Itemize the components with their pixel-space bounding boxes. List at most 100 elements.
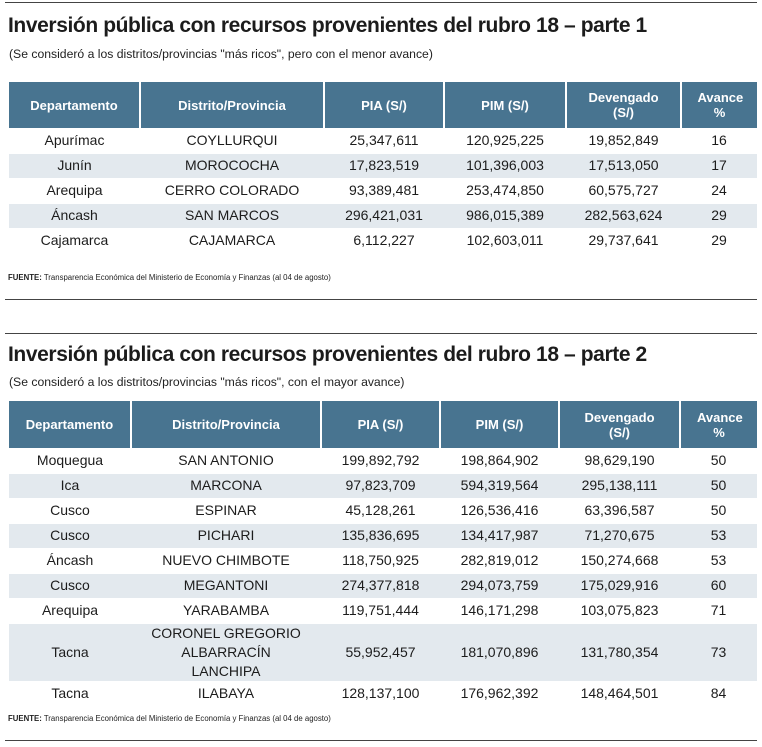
cell-avance: 17 <box>681 153 757 179</box>
cell-departamento: Tacna <box>9 623 131 682</box>
cell-distrito: CORONEL GREGORIO ALBARRACÍN LANCHIPA <box>131 623 321 682</box>
cell-departamento: Ica <box>9 473 131 499</box>
table-row: Áncash SAN MARCOS 296,421,031 986,015,38… <box>9 203 757 229</box>
cell-pia: 199,892,792 <box>321 448 440 474</box>
cell-pia: 97,823,709 <box>321 473 440 499</box>
cell-distrito: NUEVO CHIMBOTE <box>131 548 321 574</box>
cell-devengado: 131,780,354 <box>559 623 680 682</box>
cell-pim: 198,864,902 <box>440 448 559 474</box>
source-text: Transparencia Económica del Ministerio d… <box>43 714 331 723</box>
top-divider <box>5 333 757 334</box>
table-row: Cusco PICHARI 135,836,695 134,417,987 71… <box>9 523 757 549</box>
cell-pim: 282,819,012 <box>440 548 559 574</box>
source-note: FUENTE: Transparencia Económica del Mini… <box>8 273 331 282</box>
cell-departamento: Cusco <box>9 498 131 524</box>
source-label: FUENTE: <box>8 714 42 723</box>
cell-pim: 120,925,225 <box>444 128 566 154</box>
cell-devengado: 148,464,501 <box>559 681 680 707</box>
cell-devengado: 150,274,668 <box>559 548 680 574</box>
cell-distrito: YARABAMBA <box>131 598 321 624</box>
table-row: Tacna CORONEL GREGORIO ALBARRACÍN LANCHI… <box>9 623 757 682</box>
avance-label: Avance % <box>697 409 743 440</box>
table-row: Arequipa CERRO COLORADO 93,389,481 253,4… <box>9 178 757 204</box>
cell-distrito: MARCONA <box>131 473 321 499</box>
table-row: Apurímac COYLLURQUI 25,347,611 120,925,2… <box>9 128 757 154</box>
cell-avance: 60 <box>680 573 757 599</box>
cell-departamento: Tacna <box>9 681 131 707</box>
source-text: Transparencia Económica del Ministerio d… <box>43 273 331 282</box>
cell-devengado: 17,513,050 <box>566 153 681 179</box>
table-row: Cajamarca CAJAMARCA 6,112,227 102,603,01… <box>9 228 757 254</box>
table-row: Moquegua SAN ANTONIO 199,892,792 198,864… <box>9 448 757 474</box>
column-header-devengado: Devengado (S/) <box>565 82 681 128</box>
table-row: Áncash NUEVO CHIMBOTE 118,750,925 282,81… <box>9 548 757 574</box>
column-header-distrito: Distrito/Provincia <box>130 401 321 448</box>
bottom-divider <box>5 299 757 300</box>
cell-departamento: Moquegua <box>9 448 131 474</box>
top-divider <box>5 2 757 3</box>
cell-avance: 71 <box>680 598 757 624</box>
table-row: Tacna ILABAYA 128,137,100 176,962,392 14… <box>9 681 757 707</box>
table-header-row: Departamento Distrito/Provincia PIA (S/)… <box>9 82 757 128</box>
cell-pia: 118,750,925 <box>321 548 440 574</box>
cell-devengado: 29,737,641 <box>566 228 681 254</box>
cell-distrito: MOROCOCHA <box>140 153 324 179</box>
cell-pia: 6,112,227 <box>324 228 444 254</box>
source-note: FUENTE: Transparencia Económica del Mini… <box>8 714 331 723</box>
cell-distrito: SAN MARCOS <box>140 203 324 229</box>
cell-pim: 101,396,003 <box>444 153 566 179</box>
cell-devengado: 71,270,675 <box>559 523 680 549</box>
table-row: Cusco MEGANTONI 274,377,818 294,073,759 … <box>9 573 757 599</box>
column-header-pia: PIA (S/) <box>323 82 444 128</box>
cell-pia: 93,389,481 <box>324 178 444 204</box>
cell-pia: 17,823,519 <box>324 153 444 179</box>
cell-devengado: 60,575,727 <box>566 178 681 204</box>
cell-pim: 126,536,416 <box>440 498 559 524</box>
cell-devengado: 98,629,190 <box>559 448 680 474</box>
cell-pia: 296,421,031 <box>324 203 444 229</box>
cell-avance: 16 <box>681 128 757 154</box>
cell-departamento: Apurímac <box>9 128 140 154</box>
source-label: FUENTE: <box>8 273 42 282</box>
cell-pim: 102,603,011 <box>444 228 566 254</box>
cell-devengado: 63,396,587 <box>559 498 680 524</box>
table-row: Arequipa YARABAMBA 119,751,444 146,171,2… <box>9 598 757 624</box>
devengado-label: Devengado (S/) <box>588 90 659 120</box>
cell-pim: 253,474,850 <box>444 178 566 204</box>
cell-pim: 986,015,389 <box>444 203 566 229</box>
cell-devengado: 19,852,849 <box>566 128 681 154</box>
cell-departamento: Arequipa <box>9 598 131 624</box>
cell-devengado: 103,075,823 <box>559 598 680 624</box>
column-header-departamento: Departamento <box>9 82 140 128</box>
cell-distrito: CAJAMARCA <box>140 228 324 254</box>
table-header-row: Departamento Distrito/Provincia PIA (S/)… <box>9 401 757 448</box>
cell-distrito: CERRO COLORADO <box>140 178 324 204</box>
section-subtitle: (Se consideró a los distritos/provincias… <box>9 375 405 389</box>
column-header-distrito: Distrito/Provincia <box>139 82 324 128</box>
column-header-departamento: Departamento <box>9 401 131 448</box>
cell-distrito: ESPINAR <box>131 498 321 524</box>
cell-pim: 134,417,987 <box>440 523 559 549</box>
cell-pia: 55,952,457 <box>321 623 440 682</box>
devengado-label: Devengado (S/) <box>584 409 655 440</box>
table-row: Cusco ESPINAR 45,128,261 126,536,416 63,… <box>9 498 757 524</box>
cell-distrito: PICHARI <box>131 523 321 549</box>
section-subtitle: (Se consideró a los distritos/provincias… <box>9 47 433 61</box>
column-header-avance: Avance % <box>680 82 757 128</box>
cell-pim: 146,171,298 <box>440 598 559 624</box>
cell-pim: 181,070,896 <box>440 623 559 682</box>
column-header-avance: Avance % <box>679 401 757 448</box>
cell-departamento: Cusco <box>9 573 131 599</box>
cell-pia: 128,137,100 <box>321 681 440 707</box>
cell-pia: 25,347,611 <box>324 128 444 154</box>
cell-pia: 274,377,818 <box>321 573 440 599</box>
table-row: Junín MOROCOCHA 17,823,519 101,396,003 1… <box>9 153 757 179</box>
cell-pia: 135,836,695 <box>321 523 440 549</box>
column-header-devengado: Devengado (S/) <box>558 401 680 448</box>
data-table: Departamento Distrito/Provincia PIA (S/)… <box>9 401 757 707</box>
table-row: Ica MARCONA 97,823,709 594,319,564 295,1… <box>9 473 757 499</box>
avance-label: Avance % <box>697 90 744 120</box>
section-title: Inversión pública con recursos provenien… <box>8 343 647 366</box>
cell-pim: 176,962,392 <box>440 681 559 707</box>
cell-avance: 50 <box>680 473 757 499</box>
